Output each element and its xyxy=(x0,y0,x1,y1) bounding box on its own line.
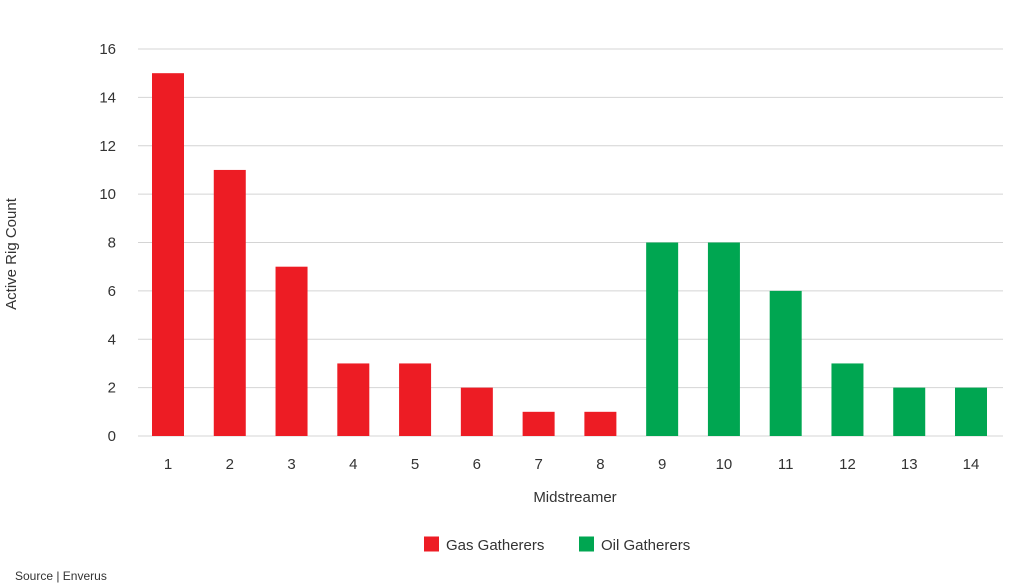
bar-gas-4 xyxy=(337,363,370,436)
legend-label: Oil Gatherers xyxy=(601,537,690,554)
bar-oil-14 xyxy=(955,387,987,436)
x-tick-label: 9 xyxy=(658,456,666,473)
bar-oil-13 xyxy=(893,387,926,436)
y-tick-label: 16 xyxy=(99,41,116,58)
bar-gas-7 xyxy=(522,411,555,436)
y-tick-label: 4 xyxy=(108,331,116,348)
legend-swatch xyxy=(424,536,439,552)
bar-gas-2 xyxy=(213,169,246,436)
x-tick-label: 14 xyxy=(963,456,980,473)
x-tick-label: 4 xyxy=(349,456,357,473)
bar-oil-10 xyxy=(707,242,740,436)
x-tick-label: 12 xyxy=(839,456,856,473)
x-tick-label: 5 xyxy=(411,456,419,473)
y-axis-title: Active Rig Count xyxy=(3,197,20,310)
legend-swatch xyxy=(579,536,594,552)
y-tick-label: 6 xyxy=(108,283,116,300)
x-tick-label: 13 xyxy=(901,456,918,473)
x-axis-title: Midstreamer xyxy=(533,489,616,506)
bar-gas-3 xyxy=(275,266,308,436)
y-tick-label: 8 xyxy=(108,235,116,252)
bar-gas-8 xyxy=(584,411,617,436)
x-tick-label: 1 xyxy=(164,456,172,473)
source-note: Source | Enverus xyxy=(15,569,107,583)
y-tick-label: 10 xyxy=(99,186,116,203)
x-tick-label: 11 xyxy=(778,456,794,473)
y-tick-label: 2 xyxy=(108,380,116,397)
x-tick-label: 7 xyxy=(534,456,542,473)
bars xyxy=(152,73,987,436)
legend-label: Gas Gatherers xyxy=(446,537,544,554)
y-axis-tick-labels: 0 2 4 6 8 10 12 14 16 xyxy=(99,41,116,445)
x-tick-label: 8 xyxy=(596,456,604,473)
bar-gas-1 xyxy=(152,73,184,436)
y-tick-label: 12 xyxy=(99,138,116,155)
bar-gas-6 xyxy=(460,387,493,436)
x-tick-label: 6 xyxy=(473,456,481,473)
legend-item-gas-gatherers: Gas Gatherers xyxy=(424,536,544,554)
x-tick-label: 2 xyxy=(226,456,234,473)
bar-oil-9 xyxy=(646,242,679,436)
y-tick-label: 14 xyxy=(99,89,116,106)
bar-oil-11 xyxy=(769,290,802,436)
y-tick-label: 0 xyxy=(108,428,116,445)
bar-oil-12 xyxy=(831,363,864,436)
legend: Gas Gatherers Oil Gatherers xyxy=(424,536,690,554)
legend-item-oil-gatherers: Oil Gatherers xyxy=(579,536,690,554)
x-axis-tick-labels: 1 2 3 4 5 6 7 8 9 10 11 12 13 14 xyxy=(164,456,980,473)
x-tick-label: 3 xyxy=(287,456,295,473)
x-tick-label: 10 xyxy=(716,456,733,473)
bar-gas-5 xyxy=(399,363,432,436)
gridlines xyxy=(138,48,1003,437)
